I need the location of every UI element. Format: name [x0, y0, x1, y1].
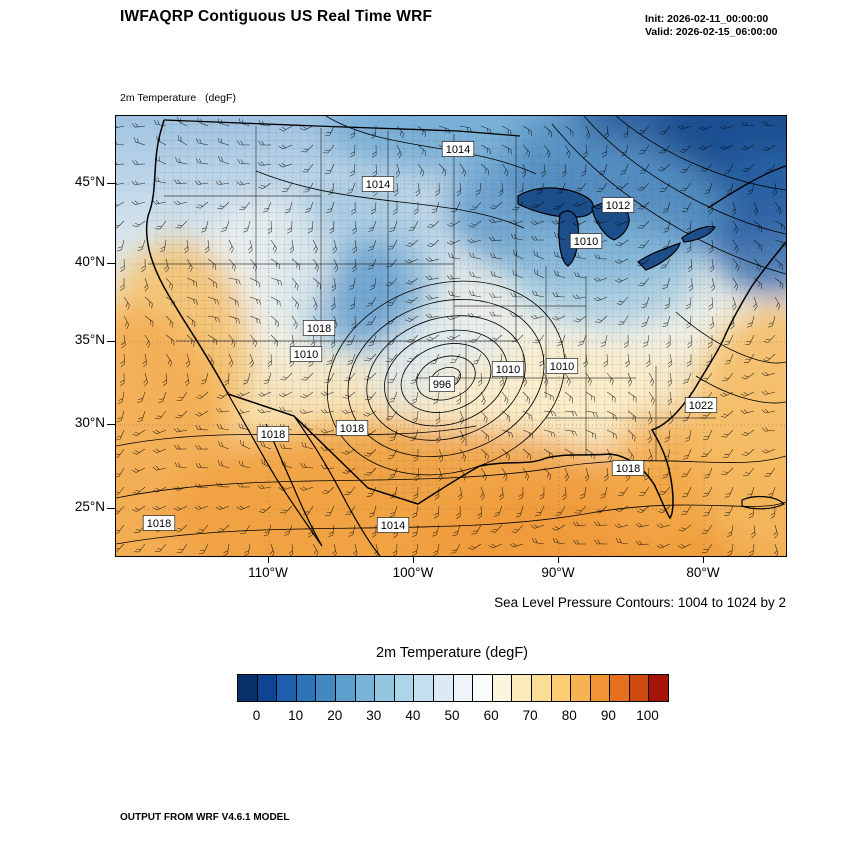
- model-output-line: OUTPUT FROM WRF V4.6.1 MODEL: [120, 812, 290, 823]
- lon-tick-mark: [268, 556, 270, 563]
- wind-barbs-layer: [110, 116, 787, 558]
- pressure-label: 1018: [256, 426, 290, 442]
- lon-tick-label: 80°W: [686, 565, 720, 580]
- svg-text:1018: 1018: [147, 518, 171, 530]
- pressure-label: 1014: [376, 517, 410, 533]
- colorbar-segment: [571, 675, 591, 701]
- lat-tick-mark: [107, 424, 115, 426]
- lon-tick-label: 100°W: [392, 565, 434, 580]
- lon-tick-mark: [413, 556, 415, 563]
- pressure-label: 1018: [142, 515, 176, 531]
- svg-text:1018: 1018: [340, 423, 364, 435]
- lon-tick-label: 110°W: [248, 565, 288, 580]
- svg-text:996: 996: [433, 379, 451, 391]
- colorbar-segment: [414, 675, 434, 701]
- colorbar-title: 2m Temperature (degF): [375, 645, 529, 661]
- pressure-label: 1018: [302, 320, 336, 336]
- svg-text:1010: 1010: [294, 349, 318, 361]
- pressure-label: 996: [429, 376, 455, 392]
- colorbar-segment: [296, 675, 317, 701]
- colorbar-segment: [335, 675, 356, 701]
- colorbar-tick-label: 20: [327, 708, 343, 723]
- pressure-label: 1018: [611, 460, 645, 476]
- colorbar-tick-label: 60: [483, 708, 499, 723]
- pressure-label: 1018: [335, 420, 369, 436]
- colorbar-tick-label: 0: [252, 708, 261, 723]
- lat-tick-label: 40°N: [74, 254, 105, 269]
- colorbar-tick-label: 100: [636, 708, 659, 723]
- colorbar-tick-label: 70: [522, 708, 538, 723]
- colorbar-segment: [610, 675, 630, 701]
- pressure-label: 1010: [569, 233, 603, 249]
- svg-text:1010: 1010: [574, 236, 598, 248]
- colorbar-segment: [531, 675, 552, 701]
- colorbar-segment: [649, 675, 669, 701]
- colorbar-segment: [453, 675, 474, 701]
- svg-text:1022: 1022: [689, 400, 713, 412]
- colorbar-segment: [512, 675, 532, 701]
- lat-tick-mark: [107, 183, 115, 185]
- colorbar-segment: [590, 675, 611, 701]
- colorbar-tick-label: 10: [288, 708, 304, 723]
- map-frame: 1014 1014 1012 1010 1018 1010 1010 1010 996 1022 1…: [41, 69, 850, 611]
- contour-interval-note: Sea Level Pressure Contours: 1004 to 102…: [494, 595, 786, 610]
- svg-text:1010: 1010: [496, 364, 520, 376]
- colorbar-tick-labels: 0 10 20 30 40 50 60 70 80 90 100: [237, 708, 667, 726]
- svg-text:1018: 1018: [307, 323, 331, 335]
- lat-tick-label: 30°N: [74, 415, 105, 430]
- model-footer: OUTPUT FROM WRF V4.6.1 MODEL WE = 580 ; …: [120, 785, 528, 850]
- pressure-labels-layer: 1014 1014 1012 1010 1018 1010 1010 1010 996 1022 1…: [142, 141, 718, 533]
- field-temperature-label: 2m Temperature (degF): [120, 92, 236, 104]
- svg-text:1018: 1018: [616, 463, 640, 475]
- temperature-colorbar: [237, 674, 669, 702]
- svg-text:1014: 1014: [366, 179, 390, 191]
- run-info: Init: 2026-02-11_00:00:00 Valid: 2026-02…: [645, 13, 778, 38]
- colorbar-segment: [433, 675, 454, 701]
- colorbar-segment: [277, 675, 297, 701]
- pressure-label: 1010: [491, 361, 525, 377]
- lat-tick-label: 45°N: [74, 174, 105, 189]
- svg-text:1010: 1010: [550, 361, 574, 373]
- svg-text:1018: 1018: [261, 429, 285, 441]
- pressure-label: 1010: [289, 346, 323, 362]
- pressure-label: 1014: [361, 176, 395, 192]
- colorbar-segment: [473, 675, 493, 701]
- colorbar-segment: [238, 675, 258, 701]
- colorbar-tick-label: 50: [444, 708, 460, 723]
- colorbar-segment: [551, 675, 572, 701]
- colorbar-segment: [355, 675, 376, 701]
- lat-tick-mark: [107, 263, 115, 265]
- state-borders: [148, 126, 716, 461]
- svg-text:1014: 1014: [446, 144, 470, 156]
- colorbar-segment: [492, 675, 513, 701]
- colorbar-segment: [629, 675, 650, 701]
- lat-tick-mark: [107, 341, 115, 343]
- weather-map: 1014 1014 1012 1010 1018 1010 1010 1010 996 1022 1…: [41, 69, 850, 611]
- valid-time-label: Valid: 2026-02-15_06:00:00: [645, 25, 778, 38]
- colorbar-segment: [375, 675, 395, 701]
- pressure-label: 1012: [601, 197, 635, 213]
- lat-tick-mark: [107, 508, 115, 510]
- lat-tick-label: 35°N: [74, 332, 105, 347]
- page-title: IWFAQRP Contiguous US Real Time WRF: [120, 8, 433, 25]
- init-time-label: Init: 2026-02-11_00:00:00: [645, 13, 769, 25]
- lon-tick-mark: [558, 556, 560, 563]
- lat-tick-label: 25°N: [74, 499, 105, 514]
- colorbar-tick-label: 80: [561, 708, 577, 723]
- colorbar-tick-label: 90: [600, 708, 616, 723]
- colorbar-tick-label: 40: [405, 708, 421, 723]
- lon-tick-label: 90°W: [541, 565, 575, 580]
- colorbar-segment: [394, 675, 415, 701]
- pressure-label: 1014: [441, 141, 475, 157]
- pressure-label: 1022: [684, 397, 718, 413]
- colorbar-tick-label: 30: [366, 708, 382, 723]
- svg-text:1014: 1014: [381, 520, 405, 532]
- colorbar-segment: [257, 675, 278, 701]
- pressure-label: 1010: [545, 358, 579, 374]
- svg-text:1012: 1012: [606, 200, 630, 212]
- lon-tick-mark: [703, 556, 705, 563]
- colorbar-segment: [316, 675, 336, 701]
